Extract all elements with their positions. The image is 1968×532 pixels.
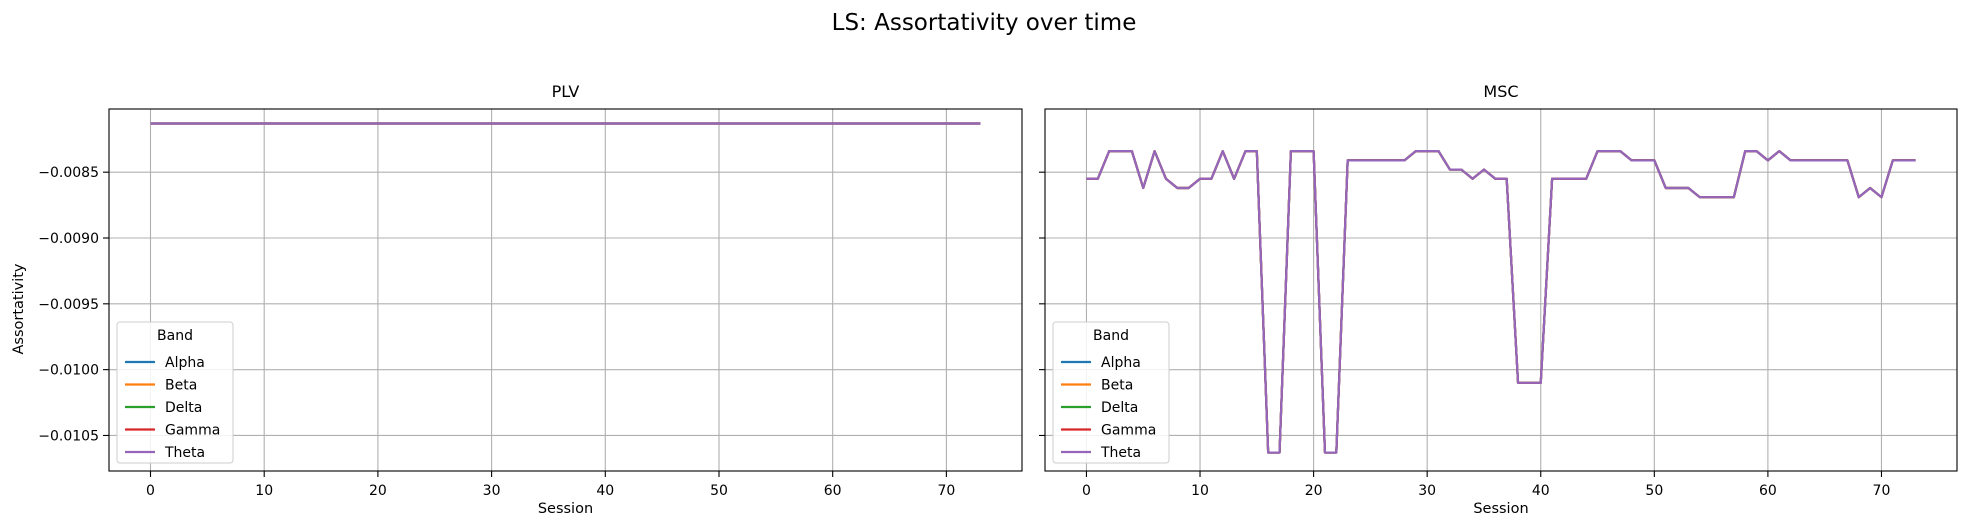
x-axis-label-plv: Session <box>538 501 593 517</box>
legend-label-alpha: Alpha <box>165 355 205 371</box>
legend-label-delta: Delta <box>1101 400 1138 416</box>
legend-label-gamma: Gamma <box>165 423 220 439</box>
legend-box <box>1052 321 1170 464</box>
legend-label-beta: Beta <box>165 378 197 394</box>
x-tick-label: 20 <box>1305 483 1323 499</box>
figure-title: LS: Assortativity over time <box>832 10 1137 36</box>
chart-panel-msc: MSC Session 0 10 20 30 40 50 60 70 Band Alpha Beta… <box>1039 82 1958 517</box>
x-ticks-plv: 0 10 20 30 40 50 60 70 <box>146 471 955 499</box>
x-tick-label: 10 <box>1191 483 1209 499</box>
x-tick-label: 0 <box>1082 483 1091 499</box>
x-tick-label: 0 <box>146 483 155 499</box>
series-lines-msc <box>1086 150 1916 454</box>
x-tick-label: 30 <box>1418 483 1436 499</box>
y-tick-label: −0.0100 <box>38 363 99 379</box>
x-ticks-msc: 0 10 20 30 40 50 60 70 <box>1082 471 1890 499</box>
series-line-delta <box>1086 150 1916 454</box>
x-tick-label: 70 <box>1873 483 1891 499</box>
y-ticks-msc <box>1039 171 1045 437</box>
x-tick-label: 50 <box>1645 483 1663 499</box>
y-tick-label: −0.0090 <box>38 231 99 247</box>
y-tick-label: −0.0105 <box>38 428 99 444</box>
legend-label-theta: Theta <box>1100 445 1141 461</box>
x-tick-label: 60 <box>1759 483 1777 499</box>
grid-plv <box>109 109 1022 471</box>
plot-frame-plv <box>108 108 1023 472</box>
legend-title: Band <box>1093 328 1129 344</box>
x-tick-label: 40 <box>596 483 614 499</box>
series-line-beta <box>1086 150 1916 454</box>
legend-label-theta: Theta <box>164 445 205 461</box>
panel-title-msc: MSC <box>1483 82 1518 101</box>
y-tick-label: −0.0095 <box>38 297 99 313</box>
legend-label-delta: Delta <box>165 400 202 416</box>
grid-msc <box>1045 109 1957 471</box>
series-line-theta <box>1086 150 1916 454</box>
y-ticks-plv: −0.0085 −0.0090 −0.0095 −0.0100 −0.0105 <box>38 165 109 444</box>
legend-box <box>116 321 234 464</box>
series-line-gamma <box>1086 150 1916 454</box>
x-tick-label: 10 <box>255 483 273 499</box>
x-tick-label: 20 <box>369 483 387 499</box>
legend-label-beta: Beta <box>1101 378 1133 394</box>
y-axis-label: Assortativity <box>11 263 27 354</box>
chart-panel-plv: PLV Assortativity Session 0 10 20 30 40 50 60 7… <box>11 82 1023 517</box>
x-tick-label: 40 <box>1532 483 1550 499</box>
plot-frame-msc <box>1044 108 1958 472</box>
legend-label-gamma: Gamma <box>1101 423 1156 439</box>
x-tick-label: 50 <box>710 483 728 499</box>
x-axis-label-msc: Session <box>1473 501 1528 517</box>
panel-title-plv: PLV <box>552 82 580 101</box>
legend-label-alpha: Alpha <box>1101 355 1141 371</box>
legend-msc: Band Alpha Beta Delta Gamma Theta <box>1052 321 1170 464</box>
x-tick-label: 30 <box>483 483 501 499</box>
x-tick-label: 70 <box>937 483 955 499</box>
x-tick-label: 60 <box>824 483 842 499</box>
y-tick-label: −0.0085 <box>38 165 99 181</box>
legend-plv: Band Alpha Beta Delta Gamma Theta <box>116 321 234 464</box>
series-line-alpha <box>1086 150 1916 454</box>
legend-title: Band <box>157 328 193 344</box>
